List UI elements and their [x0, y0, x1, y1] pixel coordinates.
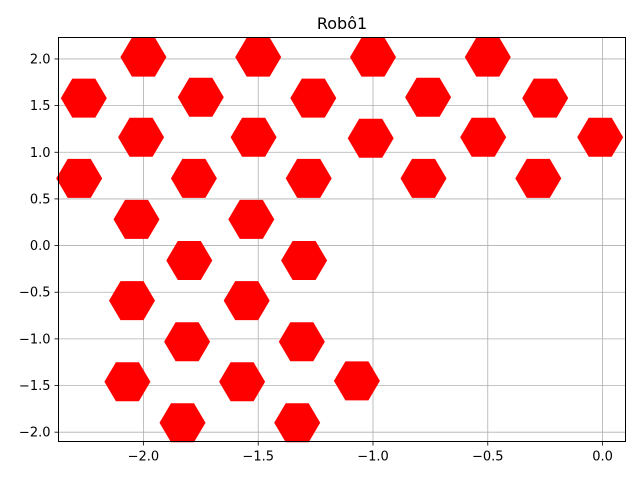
hexagon-point [278, 322, 325, 362]
x-tick-label: −1.5 [242, 450, 274, 465]
hexagon-point [228, 199, 275, 239]
hexagon-point [347, 118, 394, 158]
hexagon-point [522, 78, 569, 118]
hexagon-point [166, 241, 213, 280]
hexagon-point [223, 281, 270, 321]
y-tick-label: 0.5 [30, 192, 51, 207]
x-tick-label: −0.5 [472, 450, 504, 465]
x-tick-label: −2.0 [128, 450, 160, 465]
hexagon-point [230, 117, 277, 157]
chart-title: Robô1 [317, 14, 367, 33]
hexagon-point [177, 77, 224, 117]
hexagon-point [464, 37, 511, 77]
hexagon-point [219, 362, 266, 402]
y-axis-ticks: −2.0 −1.5 −1.0 −0.5 0.0 0.5 1.0 1.5 2.0 [19, 52, 59, 441]
hexagon-point [405, 77, 452, 117]
y-tick-label: 0.0 [30, 239, 51, 254]
hexagon-point [235, 37, 282, 77]
hexagon-point [350, 37, 396, 77]
hexagon-point [118, 117, 165, 157]
hexagon-point [104, 362, 151, 402]
hexagon-point [515, 158, 562, 198]
hexagon-point [164, 322, 211, 362]
plot-frame [58, 37, 626, 442]
hexagon-point [333, 361, 380, 401]
hexagon-point [281, 241, 328, 280]
y-tick-label: 1.0 [30, 146, 51, 161]
data-points [56, 37, 624, 443]
y-tick-label: −0.5 [19, 286, 51, 301]
hexagon-point [274, 403, 321, 443]
hexagon-point [577, 117, 624, 157]
hexagon-point [109, 281, 155, 321]
x-tick-label: 0.0 [592, 450, 613, 465]
hexagon-point [159, 403, 206, 443]
hexagon-point [120, 37, 167, 77]
hexagon-point [170, 158, 217, 198]
y-tick-label: −2.0 [19, 426, 51, 441]
x-axis-ticks: −2.0 −1.5 −1.0 −0.5 0.0 [128, 441, 613, 465]
y-tick-label: 2.0 [30, 52, 51, 67]
y-tick-label: 1.5 [30, 99, 51, 114]
y-tick-label: −1.0 [19, 332, 51, 347]
hexagon-point [285, 158, 332, 198]
hexagon-point [400, 158, 447, 198]
hexagon-point [113, 199, 160, 239]
hexagon-point [460, 117, 507, 157]
hexagon-point [56, 158, 103, 198]
x-tick-label: −1.0 [357, 450, 389, 465]
hexagon-point [60, 78, 107, 118]
y-tick-label: −1.5 [19, 379, 51, 394]
hexagon-point [290, 78, 337, 118]
